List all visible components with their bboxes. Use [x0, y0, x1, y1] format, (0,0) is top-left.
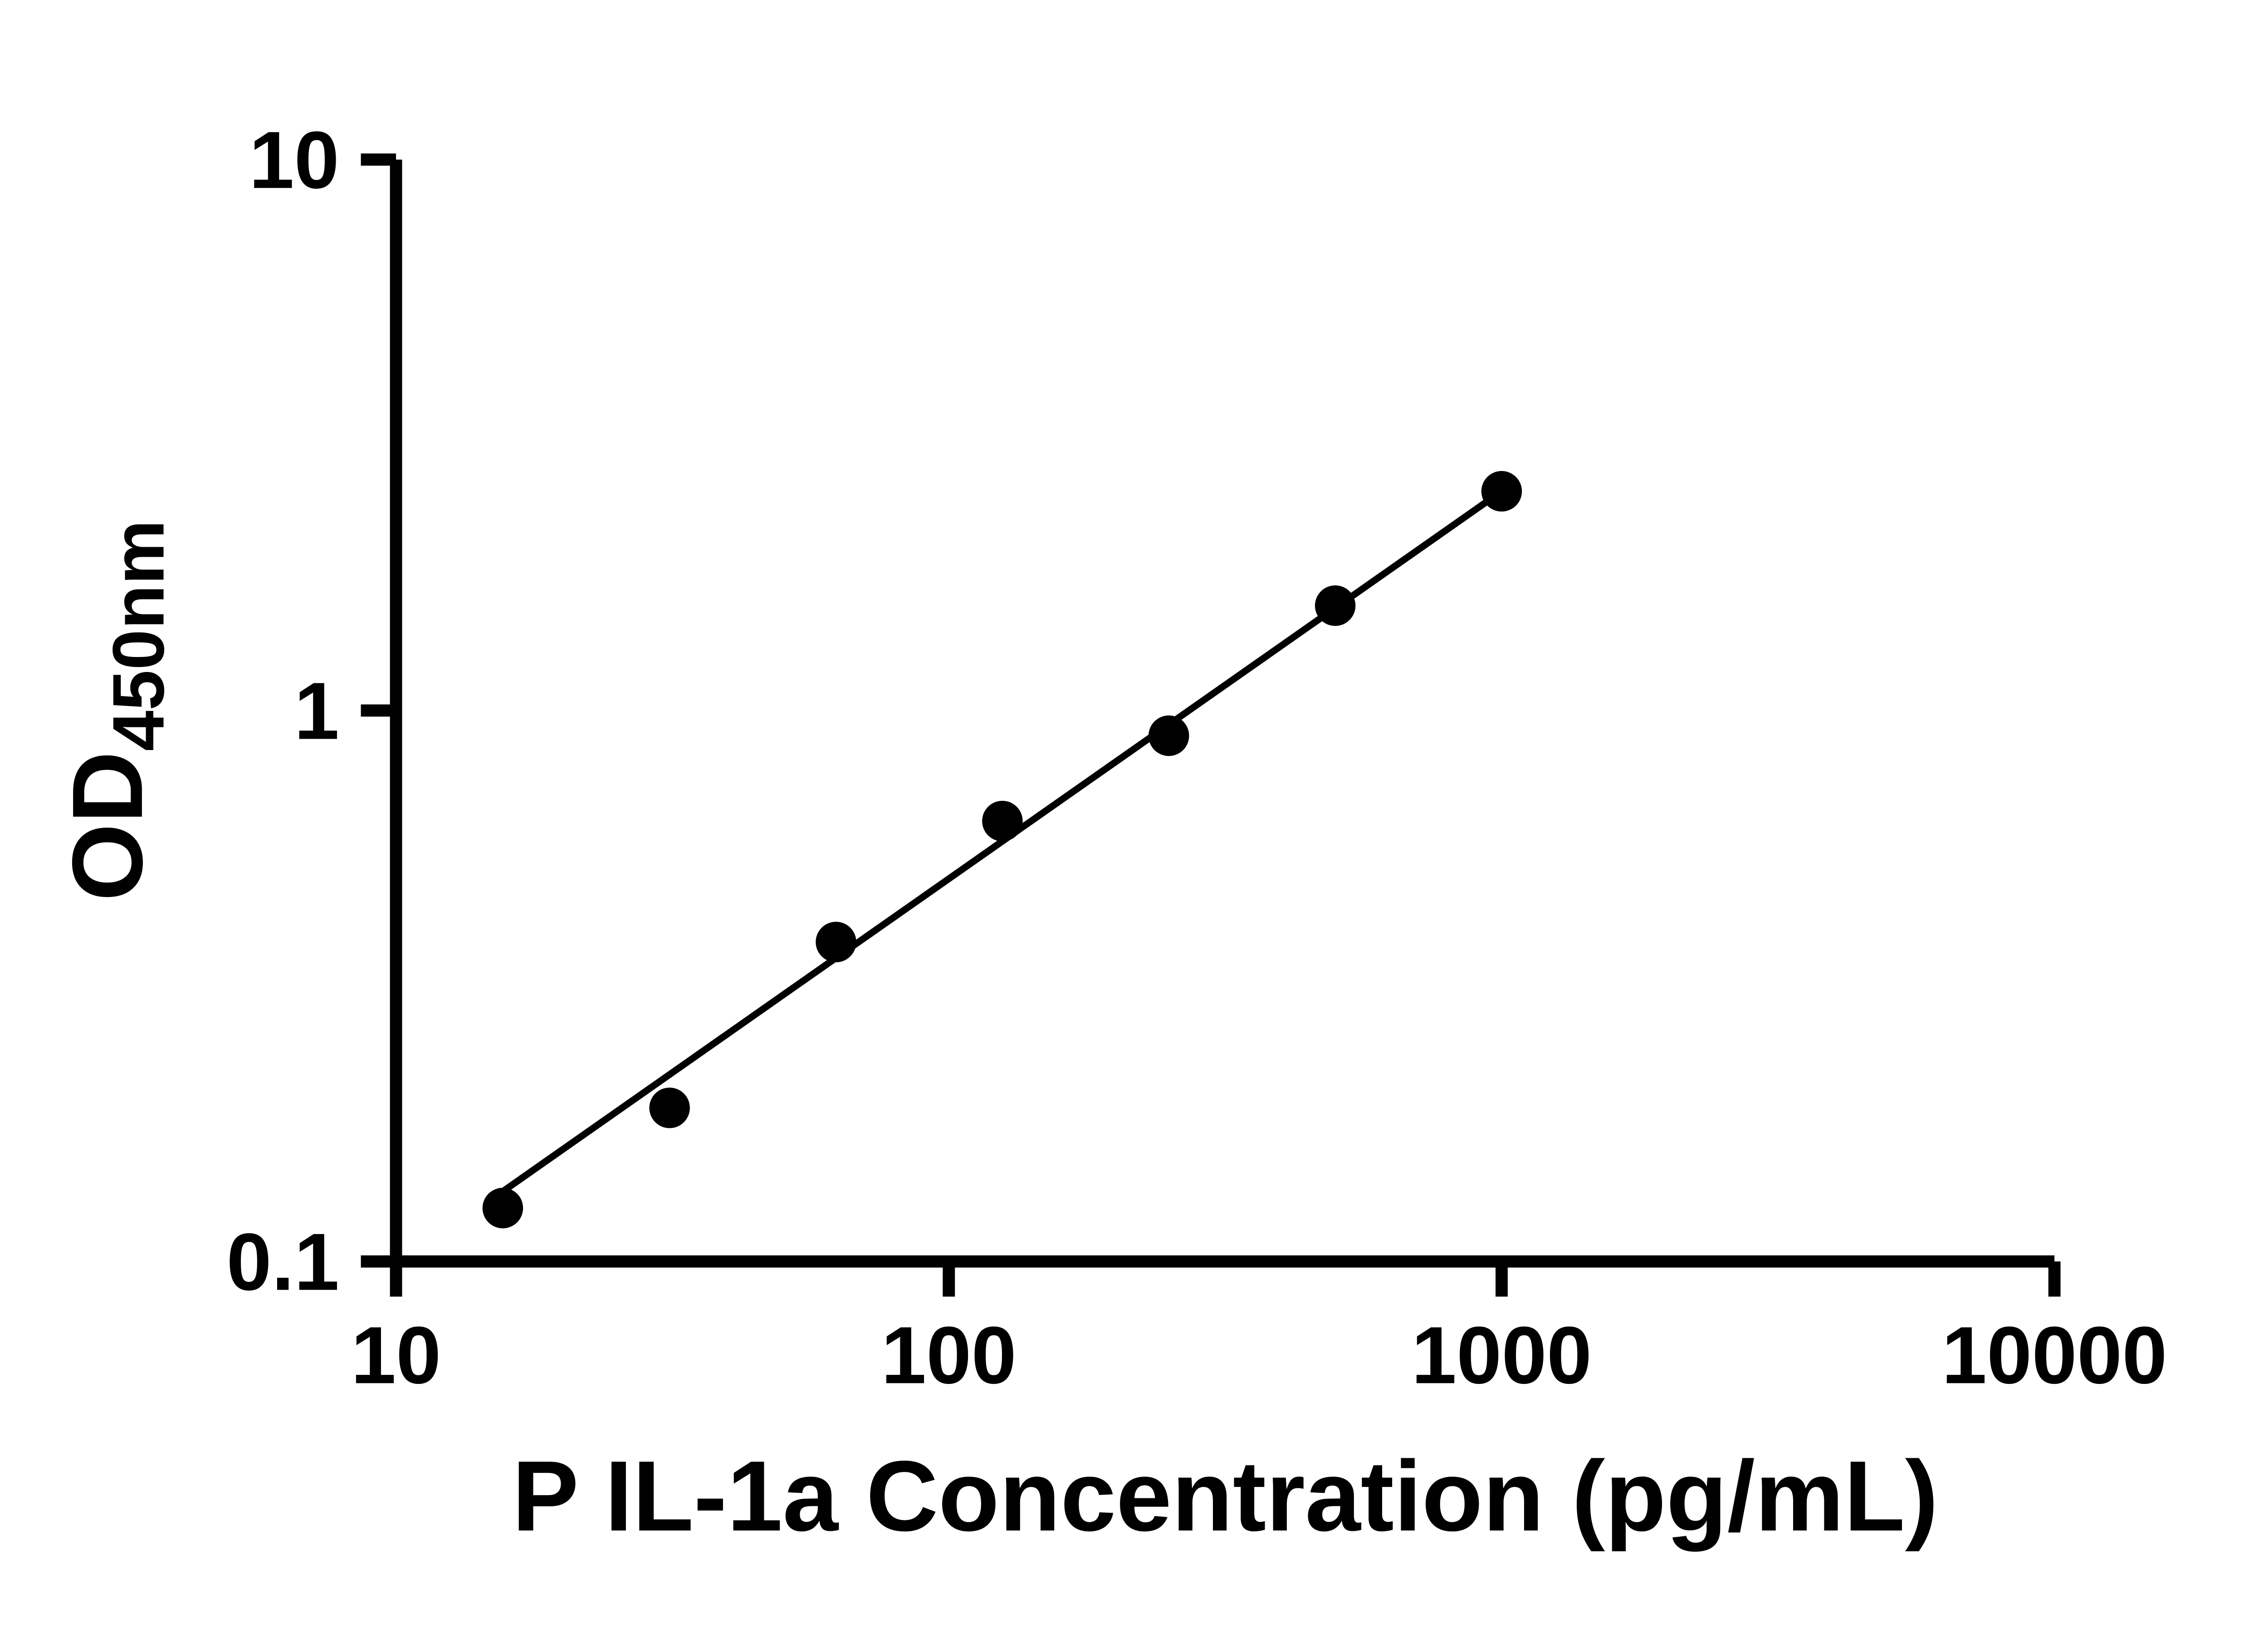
data-point: [482, 1187, 523, 1229]
data-point: [1149, 715, 1189, 756]
x-axis-title: P IL-1a Concentration (pg/mL): [512, 1440, 1938, 1552]
x-tick-label: 10: [351, 1309, 441, 1400]
data-point: [649, 1088, 690, 1128]
y-tick-label: 0.1: [226, 1216, 339, 1307]
x-tick-label: 1000: [1412, 1309, 1592, 1400]
y-tick-label: 1: [294, 666, 339, 756]
standard-curve-chart: 10 100 1000 10000 0.1 1 10 P IL-1a Concentratio…: [51, 114, 2167, 1552]
data-point: [1315, 585, 1356, 626]
data-point: [1481, 471, 1522, 512]
x-tick-label: 100: [881, 1309, 1017, 1400]
x-tick-label: 10000: [1942, 1309, 2167, 1400]
y-axis-title: OD450nm: [51, 520, 180, 902]
data-point: [982, 800, 1023, 842]
y-tick-label: 10: [249, 114, 339, 205]
elisa-standard-curve-figure: 10 100 1000 10000 0.1 1 10 P IL-1a Concentratio…: [0, 5, 2268, 1623]
data-point: [816, 922, 856, 962]
